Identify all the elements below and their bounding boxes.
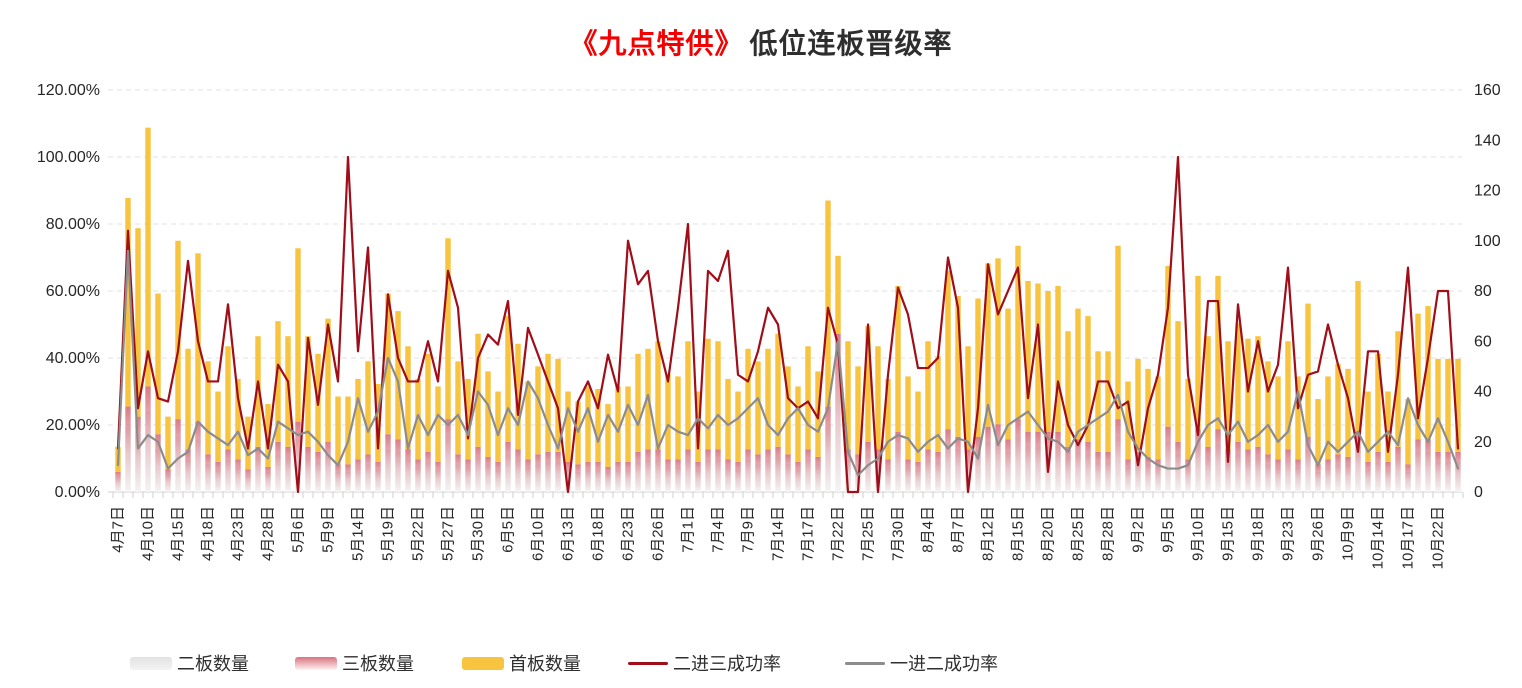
legend-item-erjinsan[interactable]: 二进三成功率 [628,650,781,676]
svg-text:6月23日: 6月23日 [620,506,637,561]
svg-text:5月9日: 5月9日 [320,506,337,553]
svg-text:7月14日: 7月14日 [770,506,787,561]
yellow-bar-swatch-icon [462,656,504,670]
svg-text:10月17日: 10月17日 [1400,506,1417,569]
svg-text:7月30日: 7月30日 [890,506,907,561]
legend-item-erban[interactable]: 二板数量 [130,650,249,676]
svg-text:8月4日: 8月4日 [920,506,937,553]
svg-text:40.00%: 40.00% [46,350,100,367]
svg-text:100.00%: 100.00% [37,149,100,166]
gray-line-swatch-icon [845,661,885,665]
svg-text:8月7日: 8月7日 [950,506,967,553]
svg-text:20: 20 [1474,434,1492,451]
svg-text:6月13日: 6月13日 [560,506,577,561]
svg-text:8月28日: 8月28日 [1100,506,1117,561]
svg-text:120.00%: 120.00% [37,82,100,99]
svg-text:20.00%: 20.00% [46,417,100,434]
svg-text:7月1日: 7月1日 [680,506,697,553]
svg-text:8月20日: 8月20日 [1040,506,1057,561]
line-erjinsan[interactable] [116,155,1460,494]
svg-text:7月9日: 7月9日 [740,506,757,553]
svg-text:40: 40 [1474,384,1492,401]
svg-text:6月26日: 6月26日 [650,506,667,561]
svg-text:8月12日: 8月12日 [980,506,997,561]
svg-text:5月19日: 5月19日 [380,506,397,561]
bars-sanban[interactable] [115,333,1461,492]
svg-text:4月28日: 4月28日 [260,506,277,561]
svg-text:60: 60 [1474,333,1492,350]
svg-text:80: 80 [1474,283,1492,300]
svg-text:9月15日: 9月15日 [1220,506,1237,561]
legend-label-shouban: 首板数量 [509,654,581,674]
svg-text:5月22日: 5月22日 [410,506,427,561]
svg-text:140: 140 [1474,132,1501,149]
svg-text:6月10日: 6月10日 [530,506,547,561]
svg-text:6月18日: 6月18日 [590,506,607,561]
svg-text:5月27日: 5月27日 [440,506,457,561]
svg-text:7月25日: 7月25日 [860,506,877,561]
x-axis-labels: 4月7日 4月10日 4月15日 4月18日 4月23日 4月28日 5月6日 5月9日 5月1… [110,506,1447,569]
svg-text:5月14日: 5月14日 [350,506,367,561]
svg-text:9月26日: 9月26日 [1310,506,1327,561]
svg-text:0: 0 [1474,484,1483,501]
title-highlight: 《九点特供》 [569,28,744,59]
combo-chart[interactable]: 0.00% 20.00% 40.00% 60.00% 80.00% 100.00% 120.… [0,0,1522,625]
svg-text:4月23日: 4月23日 [230,506,247,561]
svg-text:4月18日: 4月18日 [200,506,217,561]
svg-text:5月6日: 5月6日 [290,506,307,553]
red-line-swatch-icon [628,661,668,665]
title-text: 低位连板晋级率 [749,28,953,59]
gray-bar-swatch-icon [130,656,172,670]
y-axis-right-labels: 0 20 40 60 80 100 120 140 160 [1474,82,1501,501]
svg-text:9月10日: 9月10日 [1190,506,1207,561]
svg-text:120: 120 [1474,183,1501,200]
svg-text:9月23日: 9月23日 [1280,506,1297,561]
pink-bar-swatch-icon [295,656,337,670]
svg-text:4月15日: 4月15日 [170,506,187,561]
svg-text:0.00%: 0.00% [55,484,100,501]
svg-text:6月5日: 6月5日 [500,506,517,553]
svg-text:100: 100 [1474,233,1501,250]
svg-text:4月7日: 4月7日 [110,506,127,553]
svg-text:9月18日: 9月18日 [1250,506,1267,561]
legend-label-yijiner: 一进二成功率 [890,654,998,674]
legend-label-sanban: 三板数量 [342,654,414,674]
svg-text:9月5日: 9月5日 [1160,506,1177,553]
svg-text:5月30日: 5月30日 [470,506,487,561]
legend-item-shouban[interactable]: 首板数量 [462,650,581,676]
svg-text:8月25日: 8月25日 [1070,506,1087,561]
legend-item-sanban[interactable]: 三板数量 [295,650,414,676]
legend-item-yijiner[interactable]: 一进二成功率 [845,650,998,676]
svg-text:9月2日: 9月2日 [1130,506,1147,553]
legend-label-erjinsan: 二进三成功率 [673,654,781,674]
svg-text:60.00%: 60.00% [46,283,100,300]
svg-text:7月4日: 7月4日 [710,506,727,553]
y-axis-left-labels: 0.00% 20.00% 40.00% 60.00% 80.00% 100.00% 120.… [37,82,100,501]
svg-text:10月14日: 10月14日 [1370,506,1387,569]
svg-text:80.00%: 80.00% [46,216,100,233]
legend-label-erban: 二板数量 [177,654,249,674]
legend: 二板数量 三板数量 首板数量 二进三成功率 一进二成功率 [0,650,1522,680]
svg-text:10月22日: 10月22日 [1430,506,1447,569]
svg-text:160: 160 [1474,82,1501,99]
page-title: 《九点特供》 低位连板晋级率 [0,22,1522,62]
svg-text:10月9日: 10月9日 [1340,506,1357,561]
svg-text:7月17日: 7月17日 [800,506,817,561]
x-axis-ticks [112,492,1464,498]
svg-text:7月22日: 7月22日 [830,506,847,561]
svg-text:8月15日: 8月15日 [1010,506,1027,561]
line-yijiner[interactable] [116,249,1460,477]
svg-text:4月10日: 4月10日 [140,506,157,561]
